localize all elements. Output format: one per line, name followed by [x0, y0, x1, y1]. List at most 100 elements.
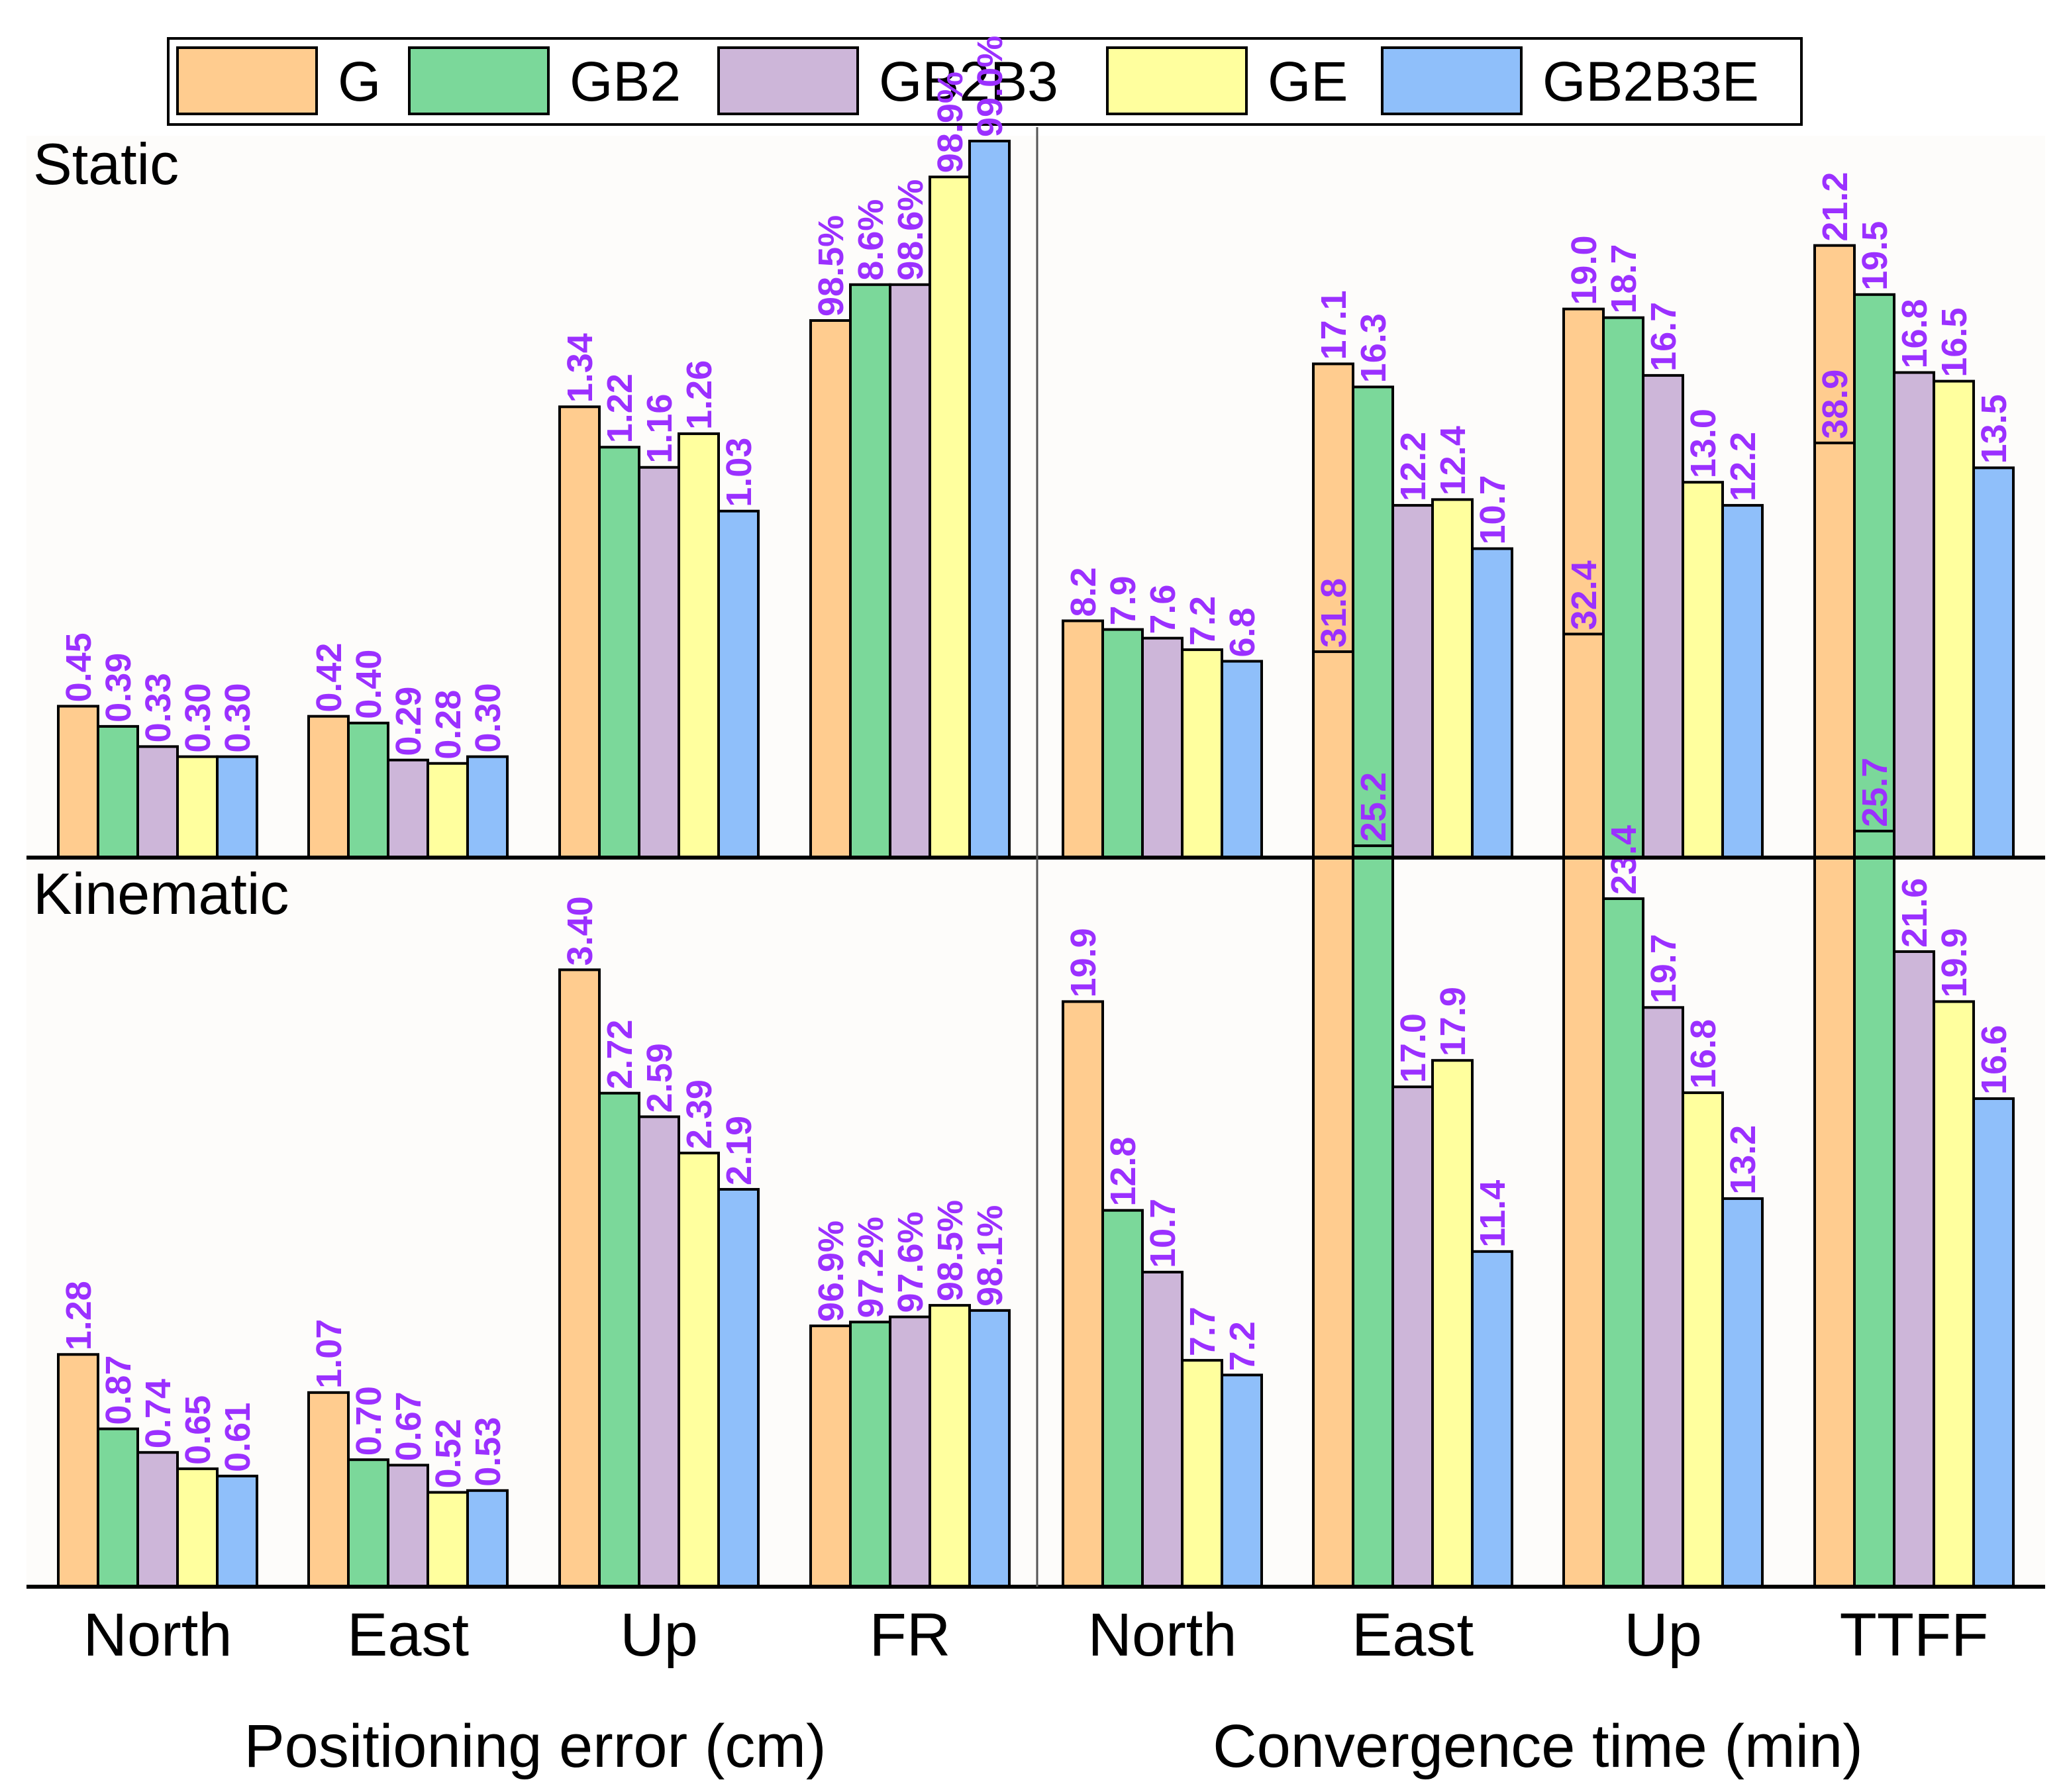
- legend-swatch-g: [176, 46, 318, 115]
- data-label: 10.7: [1473, 475, 1513, 544]
- x-tick-label: East: [1352, 1601, 1474, 1669]
- data-label: 1.03: [719, 438, 759, 507]
- data-label: 0.33: [138, 673, 178, 742]
- legend-swatch-gb2b3e: [1381, 46, 1523, 115]
- titles: Static Kinematic North East Up FR North East Up T…: [33, 131, 1988, 1780]
- bar-static-north-g: [57, 705, 99, 860]
- bar-static-fr-ge: [929, 175, 971, 860]
- bar-static-north-gb2b3: [136, 745, 179, 859]
- bar-static-fr-gb2: [849, 283, 891, 859]
- bar-static-up-gb2: [598, 446, 640, 859]
- bar-static-east-ge: [1431, 498, 1474, 859]
- data-label: 10.7: [1143, 1199, 1183, 1268]
- bar-kinematic-north-ge: [1181, 1359, 1223, 1589]
- data-label: 98.6%: [891, 179, 931, 281]
- data-label: 0.30: [178, 683, 218, 752]
- data-label: 11.4: [1473, 1180, 1513, 1248]
- data-label: 17.9: [1433, 987, 1473, 1056]
- data-label: 12.2: [1723, 432, 1763, 501]
- bar-kinematic-east-ge: [1431, 1059, 1474, 1588]
- data-label: 19.9: [1064, 928, 1103, 997]
- legend: G GB2 GB2B3 GE GB2B3E: [167, 37, 1803, 126]
- bar-static-up-gb2b3: [638, 466, 680, 859]
- legend-label-gb2b3e: GB2B3E: [1542, 50, 1759, 113]
- data-label: 12.4: [1433, 426, 1473, 495]
- bar-kinematic-up-gb2: [1602, 897, 1644, 1588]
- bar-kinematic-fr-gb2: [849, 1320, 891, 1588]
- bar-kinematic-up-gb2b3e: [717, 1187, 760, 1588]
- data-label: 16.8: [1684, 1019, 1723, 1089]
- data-label: 0.53: [468, 1417, 508, 1487]
- data-label: 31.8: [1314, 578, 1354, 648]
- bar-static-ttff-gb2b3e: [1972, 466, 2015, 859]
- data-label: 0.74: [138, 1379, 178, 1448]
- data-label: 0.29: [389, 687, 429, 756]
- data-label: 13.0: [1684, 409, 1723, 478]
- bar-kinematic-east-gb2b3: [1391, 1085, 1434, 1588]
- bar-static-north-ge: [1181, 648, 1223, 860]
- bar-static-east-gb2b3e: [466, 755, 509, 859]
- data-label: 98.5%: [931, 1200, 970, 1301]
- bar-kinematic-north-g: [57, 1353, 99, 1589]
- bar-kinematic-east-ge: [427, 1491, 469, 1589]
- bar-static-up-ge: [1682, 481, 1724, 859]
- data-label: 98.1%: [970, 1205, 1010, 1307]
- data-label: 13.5: [1974, 394, 2014, 464]
- x-axis-title-time: Convergence time (min): [1213, 1713, 1863, 1780]
- legend-label-gb2: GB2: [570, 50, 681, 113]
- data-label: 0.28: [429, 690, 468, 760]
- bar-kinematic-up-gb2b3e: [1721, 1197, 1764, 1589]
- data-label: 97.2%: [851, 1217, 891, 1318]
- legend-swatch-gb2: [408, 46, 550, 115]
- bar-static-fr-g: [809, 319, 852, 859]
- data-label: 18.7: [1604, 244, 1644, 314]
- bar-kinematic-up-gb2: [598, 1091, 640, 1588]
- data-label: 0.70: [349, 1386, 389, 1456]
- data-label: 2.19: [719, 1116, 759, 1185]
- bar-static-up-gb2b3: [1642, 373, 1684, 859]
- data-label: 7.9: [1103, 575, 1143, 625]
- bar-kinematic-north-gb2b3: [136, 1451, 179, 1588]
- data-label: 1.26: [680, 360, 719, 430]
- legend-label-ge: GE: [1268, 50, 1348, 113]
- data-label: 0.52: [429, 1419, 468, 1488]
- bar-kinematic-east-gb2: [1352, 844, 1394, 1588]
- x-tick-label: North: [1088, 1601, 1237, 1669]
- bar-kinematic-east-gb2b3: [387, 1464, 429, 1588]
- data-label: 1.28: [59, 1281, 99, 1350]
- data-label: 2.39: [680, 1079, 719, 1149]
- bar-static-north-ge: [176, 755, 219, 859]
- bar-kinematic-fr-g: [809, 1324, 852, 1588]
- bar-static-east-gb2b3e: [1471, 547, 1513, 859]
- data-label: 21.6: [1895, 878, 1935, 948]
- panel-title-static: Static: [33, 131, 179, 197]
- data-label: 16.8: [1895, 299, 1935, 368]
- bar-kinematic-ttff-gb2: [1853, 829, 1895, 1588]
- x-tick-label: Up: [620, 1601, 698, 1669]
- bar-kinematic-east-gb2: [347, 1458, 389, 1588]
- data-label: 0.30: [468, 683, 508, 752]
- bar-static-east-g: [307, 715, 350, 860]
- bar-static-north-gb2: [1101, 628, 1144, 859]
- data-label: 8.2: [1064, 567, 1103, 617]
- bar-kinematic-up-ge: [1682, 1091, 1724, 1588]
- bar-static-up-gb2: [1602, 316, 1644, 859]
- legend-label-gb2b3: GB2B3: [879, 50, 1058, 113]
- x-tick-label: East: [347, 1601, 469, 1669]
- bar-kinematic-ttff-ge: [1933, 1000, 1975, 1588]
- data-label: 13.2: [1723, 1125, 1763, 1195]
- bar-kinematic-up-ge: [678, 1152, 720, 1588]
- data-label: 7.6: [1143, 585, 1183, 634]
- data-label: 97.6%: [891, 1211, 931, 1313]
- bar-kinematic-north-gb2b3e: [216, 1474, 258, 1589]
- x-tick-label: FR: [870, 1601, 951, 1669]
- data-label: 6.8: [1223, 607, 1262, 657]
- data-label: 25.2: [1354, 772, 1393, 842]
- bar-static-north-gb2: [97, 724, 139, 859]
- bar-kinematic-fr-gb2b3: [889, 1315, 931, 1589]
- data-label: 25.7: [1855, 758, 1895, 827]
- data-label: 19.0: [1564, 235, 1604, 305]
- data-label: 96.9%: [811, 1220, 851, 1322]
- bar-kinematic-up-g: [1562, 632, 1605, 1589]
- bar-static-north-gb2b3: [1141, 636, 1184, 859]
